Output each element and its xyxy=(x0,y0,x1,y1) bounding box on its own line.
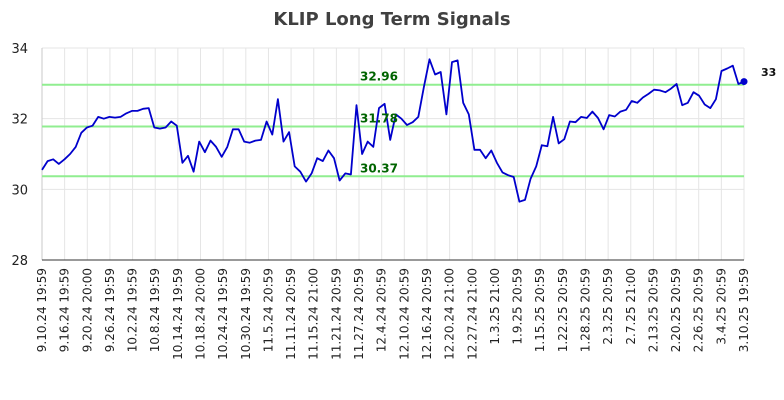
x-tick-label: 1.22.25 20:59 xyxy=(556,268,570,352)
x-tick-label: 2.3.25 20:59 xyxy=(601,268,615,345)
x-tick-label: 1.3.25 21:00 xyxy=(488,268,502,345)
x-tick-label: 10.24.24 19:59 xyxy=(216,268,230,360)
x-tick-label: 10.8.24 19:59 xyxy=(148,268,162,352)
chart-title: KLIP Long Term Signals xyxy=(273,9,510,30)
x-tick-label: 12.20.24 21:00 xyxy=(443,268,457,360)
last-value-label: 33 xyxy=(761,66,776,79)
x-tick-label: 2.26.25 20:59 xyxy=(692,268,706,352)
labels: 32.96 31.78 30.37 33 xyxy=(360,66,776,175)
x-tick-label: 9.16.24 19:59 xyxy=(58,268,72,352)
signal-label: 30.37 xyxy=(360,161,398,175)
x-tick-label: 9.26.24 19:59 xyxy=(103,268,117,352)
x-tick-label: 9.20.24 20:00 xyxy=(80,268,94,352)
x-tick-label: 2.20.25 20:59 xyxy=(669,268,683,352)
series-line-klip xyxy=(41,58,745,203)
x-tick-label: 11.15.24 21:00 xyxy=(307,268,321,360)
x-tick-label: 10.18.24 20:00 xyxy=(194,268,208,360)
signal-label: 32.96 xyxy=(360,70,398,84)
x-tick-label: 12.4.24 20:59 xyxy=(375,268,389,352)
x-tick-label: 1.28.25 20:59 xyxy=(578,268,592,352)
x-tick-label: 11.27.24 20:59 xyxy=(352,268,366,360)
y-tick-label: 28 xyxy=(11,254,28,269)
x-tick-label: 3.4.25 20:59 xyxy=(714,268,728,345)
series-layer xyxy=(41,58,748,203)
x-tick-label: 12.27.24 21:00 xyxy=(465,268,479,360)
x-tick-label: 2.13.25 20:59 xyxy=(646,268,660,352)
x-tick-label: 10.2.24 19:59 xyxy=(126,268,140,352)
y-tick-label: 30 xyxy=(11,183,28,198)
x-tick-label: 1.15.25 20:59 xyxy=(533,268,547,352)
grid xyxy=(41,47,745,261)
x-tick-label: 9.10.24 19:59 xyxy=(35,268,49,352)
x-tick-label: 12.16.24 20:59 xyxy=(420,268,434,360)
x-tick-label: 3.10.25 19:59 xyxy=(737,268,751,352)
x-tick-label: 12.10.24 20:59 xyxy=(397,268,411,360)
y-tick-label: 32 xyxy=(11,113,28,128)
x-tick-label: 10.30.24 19:59 xyxy=(239,268,253,360)
x-tick-label: 10.14.24 19:59 xyxy=(171,268,185,360)
x-tick-label: 11.5.24 20:59 xyxy=(261,268,275,352)
last-point-marker xyxy=(740,78,748,86)
x-tick-label: 2.7.25 21:00 xyxy=(624,268,638,345)
signal-label: 31.78 xyxy=(360,111,398,125)
axes: 9.10.24 19:59 9.16.24 19:59 9.20.24 20:00 9… xyxy=(11,42,751,360)
x-tick-label: 1.9.25 20:59 xyxy=(511,268,525,345)
x-tick-label: 11.21.24 20:59 xyxy=(329,268,343,360)
y-tick-label: 34 xyxy=(11,42,28,57)
x-tick-label: 11.11.24 20:59 xyxy=(284,268,298,360)
